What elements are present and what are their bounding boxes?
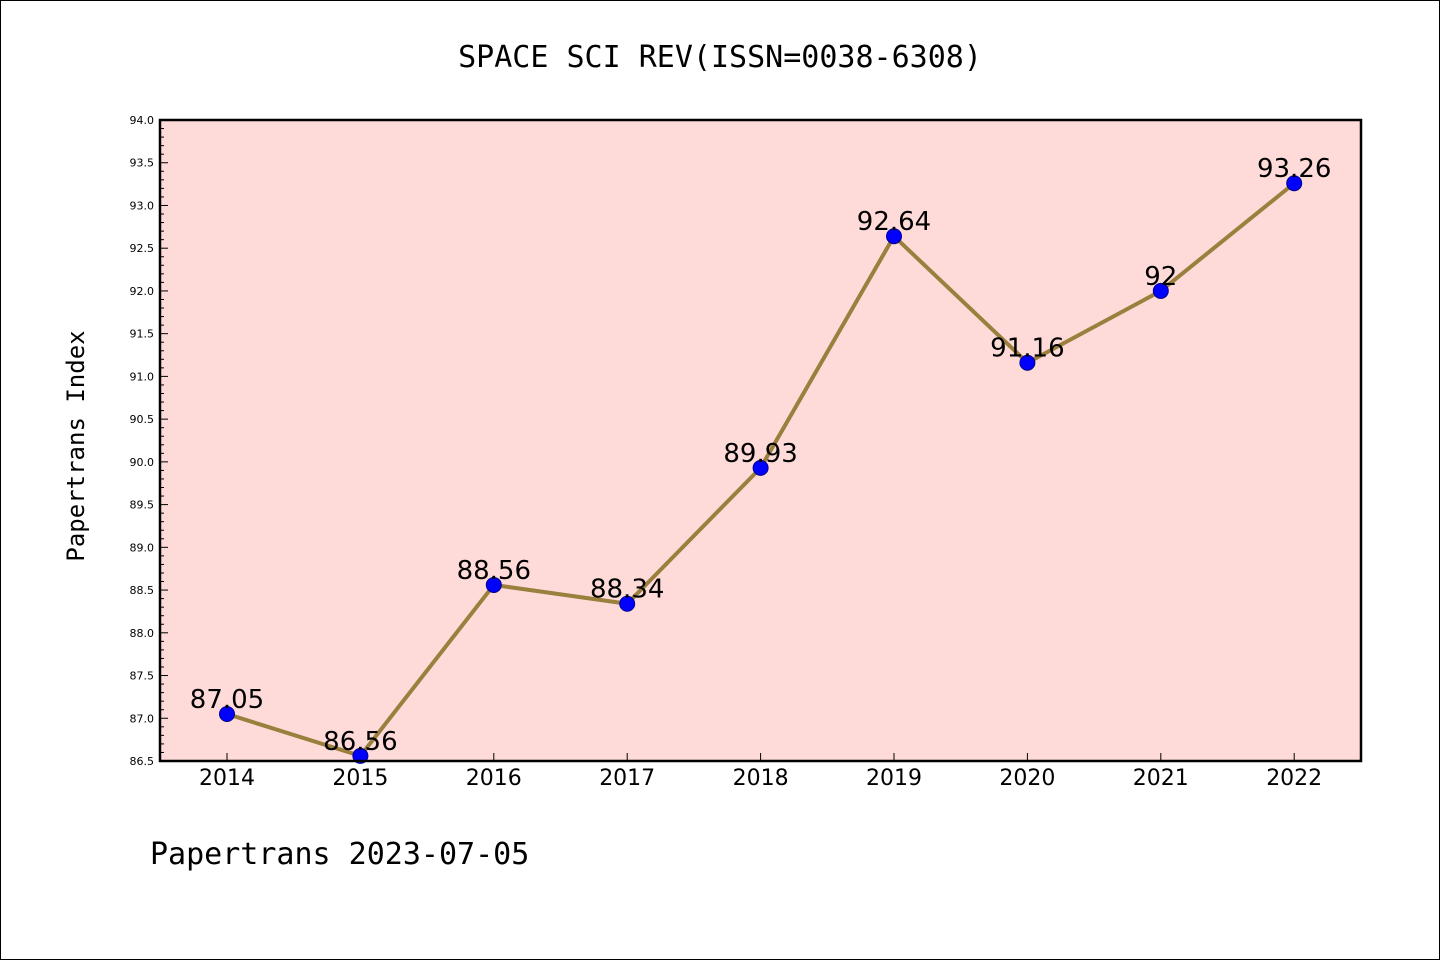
- y-tick-label: 90.5: [130, 413, 155, 426]
- series-layer: 87.05 86.56 88.56 88.34 89.93 92.64 91.16 92 93.…: [190, 154, 1331, 764]
- data-point: [1019, 354, 1036, 371]
- y-tick-label: 88.0: [130, 627, 155, 640]
- data-point: [1286, 175, 1303, 192]
- y-tick-label: 86.5: [130, 755, 155, 768]
- y-tick-label: 88.5: [130, 584, 155, 597]
- x-tick-label: 2019: [866, 766, 922, 791]
- data-point: [485, 576, 502, 593]
- data-point: [886, 228, 902, 245]
- data-point: [1152, 282, 1169, 299]
- x-tick-label: 2016: [466, 766, 522, 791]
- x-tick-label: 2017: [599, 766, 655, 791]
- data-label: 87.05: [190, 685, 264, 715]
- y-tick-label: 89.0: [130, 541, 155, 554]
- y-tick-label: 87.0: [130, 712, 155, 725]
- y-tick-label: 92.5: [130, 242, 155, 255]
- x-tick-label: 2018: [733, 766, 789, 791]
- data-label: 89.93: [723, 439, 797, 469]
- y-tick-label: 91.0: [130, 370, 155, 383]
- x-axis: 2014 2015 2016 2017 2018 2019 2020 2021 2022: [199, 753, 1322, 791]
- data-label: 88.56: [457, 556, 531, 586]
- y-tick-label: 91.5: [130, 328, 155, 341]
- y-tick-label: 90.0: [130, 456, 155, 469]
- chart-title: SPACE SCI REV(ISSN=0038-6308): [458, 40, 982, 75]
- data-point: [752, 459, 769, 476]
- data-label: 88.34: [590, 575, 664, 605]
- y-tick-label: 93.0: [130, 199, 155, 212]
- data-label: 92: [1144, 262, 1177, 292]
- y-tick-label: 89.5: [130, 499, 155, 512]
- data-label: 91.16: [990, 334, 1064, 364]
- data-point: [619, 595, 636, 612]
- plot-border: [158, 118, 1363, 763]
- data-label: 93.26: [1257, 154, 1331, 184]
- y-tick-label: 94.0: [130, 114, 155, 127]
- data-point: [219, 705, 235, 722]
- x-tick-label: 2022: [1266, 766, 1322, 791]
- plot-area: [160, 120, 1361, 761]
- x-tick-label: 2015: [332, 766, 388, 791]
- data-label: 92.64: [857, 207, 931, 237]
- y-tick-label: 87.5: [130, 670, 155, 683]
- y-axis-label: Papertrans Index: [62, 330, 90, 561]
- y-axis: 86.5 87.0 87.5 88.0 88.5 89.0 89.5 90.0 90.5 91.0…: [130, 114, 168, 768]
- y-tick-label: 92.0: [130, 285, 155, 298]
- x-tick-label: 2021: [1133, 766, 1189, 791]
- x-tick-label: 2014: [199, 766, 255, 791]
- data-label: 86.56: [323, 727, 397, 757]
- data-point: [352, 747, 369, 764]
- y-tick-label: 93.5: [130, 157, 155, 170]
- x-tick-label: 2020: [999, 766, 1055, 791]
- footer-text: Papertrans 2023-07-05: [150, 837, 529, 872]
